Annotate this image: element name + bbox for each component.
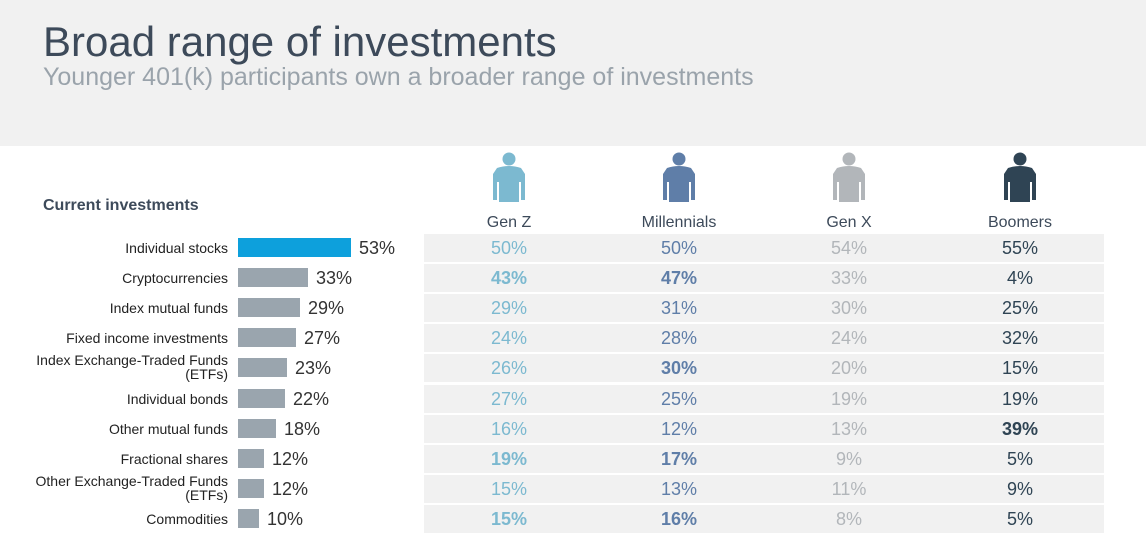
generation-name: Millennials	[641, 214, 717, 231]
table-cell: 47%	[660, 268, 698, 289]
overall-value: 22%	[293, 388, 330, 409]
table-row	[424, 504, 1104, 533]
overall-value: 23%	[295, 358, 332, 379]
table-cell: 50%	[490, 238, 528, 258]
row-label: Other mutual funds	[108, 420, 228, 437]
table-cell: 15%	[490, 478, 528, 499]
table-cell: 25%	[1001, 298, 1039, 319]
person-icon	[663, 152, 695, 202]
table-cell: 29%	[490, 298, 528, 319]
person-icon	[1004, 152, 1036, 202]
table-cell: 9%	[1006, 478, 1033, 499]
overall-value: 27%	[304, 328, 341, 349]
overall-bar	[238, 238, 351, 257]
table-row	[424, 474, 1104, 503]
table-cell: 19%	[1001, 388, 1039, 409]
generation-header	[764, 152, 934, 204]
table-row	[424, 264, 1104, 293]
table-cell: 15%	[490, 508, 528, 529]
row-label: Fractional shares	[120, 450, 228, 467]
table-cell: 28%	[660, 328, 698, 349]
row-label: Commodities	[146, 510, 228, 527]
overall-value: 12%	[272, 478, 309, 499]
overall-bar	[238, 358, 287, 378]
table-cell: 54%	[830, 238, 868, 258]
table-cell: 5%	[1006, 508, 1033, 529]
table-row	[424, 324, 1104, 353]
table-cell: 20%	[830, 358, 868, 379]
table-cell: 12%	[660, 418, 698, 439]
table-cell: 19%	[830, 388, 868, 409]
generation-name: Boomers	[987, 214, 1053, 231]
overall-bar	[238, 328, 296, 348]
table-row	[424, 384, 1104, 413]
table-cell: 4%	[1006, 268, 1033, 289]
table-cell: 33%	[830, 268, 868, 289]
table-cell: 15%	[1001, 358, 1039, 379]
overall-value: 53%	[359, 238, 396, 258]
row-label: Cryptocurrencies	[122, 270, 228, 287]
table-cell: 24%	[830, 328, 868, 349]
overall-value: 18%	[284, 418, 321, 439]
overall-value: 29%	[308, 298, 345, 319]
table-cell: 11%	[831, 478, 867, 499]
table-cell: 27%	[490, 388, 528, 409]
row-label: Individual bonds	[126, 390, 228, 407]
header-band	[0, 0, 1146, 146]
table-row	[424, 294, 1104, 323]
overall-bar	[238, 268, 308, 288]
overall-value: 12%	[272, 448, 309, 469]
table-cell: 55%	[1001, 238, 1039, 258]
overall-bar	[238, 418, 276, 438]
overall-bar	[238, 448, 264, 468]
section-label: Current investments	[43, 197, 199, 214]
table-cell: 19%	[490, 448, 528, 469]
table-cell: 31%	[660, 298, 698, 319]
row-label: Individual stocks	[125, 240, 228, 256]
table-cell: 25%	[660, 388, 698, 409]
generation-name: Gen X	[826, 214, 872, 231]
table-cell: 32%	[1001, 328, 1039, 349]
table-cell: 50%	[660, 238, 698, 258]
person-icon	[493, 152, 525, 202]
table-cell: 16%	[490, 418, 528, 439]
row-label: Fixed income investments	[66, 330, 228, 347]
table-row	[424, 414, 1104, 443]
page-title: Broad range of investments	[43, 18, 557, 65]
table-row	[424, 234, 1104, 262]
table-cell: 16%	[660, 508, 698, 529]
table-row	[424, 444, 1104, 473]
table-row	[424, 354, 1104, 383]
table-cell: 17%	[660, 448, 698, 469]
overall-value: 33%	[316, 268, 353, 289]
overall-bar	[238, 298, 300, 318]
table-cell: 24%	[490, 328, 528, 349]
table-cell: 8%	[835, 508, 862, 529]
overall-bar	[238, 508, 259, 528]
generation-name: Gen Z	[486, 214, 532, 231]
row-label: Other Exchange-Traded Funds (ETFs)	[35, 472, 228, 503]
overall-value: 10%	[267, 508, 304, 529]
generation-header	[424, 152, 594, 204]
generation-header	[935, 152, 1105, 204]
table-cell: 5%	[1006, 448, 1033, 469]
overall-bar	[238, 478, 264, 498]
person-icon	[833, 152, 865, 202]
table-cell: 30%	[660, 358, 698, 379]
row-label: Index mutual funds	[109, 300, 228, 317]
generation-header	[594, 152, 764, 204]
table-cell: 13%	[660, 478, 698, 499]
table-cell: 43%	[490, 268, 528, 289]
table-cell: 13%	[830, 418, 868, 439]
overall-bar	[238, 388, 285, 408]
table-cell: 30%	[830, 298, 868, 319]
table-cell: 26%	[490, 358, 528, 379]
table-cell: 9%	[835, 448, 862, 469]
row-label: Index Exchange-Traded Funds (ETFs)	[36, 352, 228, 383]
table-cell: 39%	[1001, 418, 1039, 439]
page-subtitle: Younger 401(k) participants own a broade…	[43, 63, 754, 91]
